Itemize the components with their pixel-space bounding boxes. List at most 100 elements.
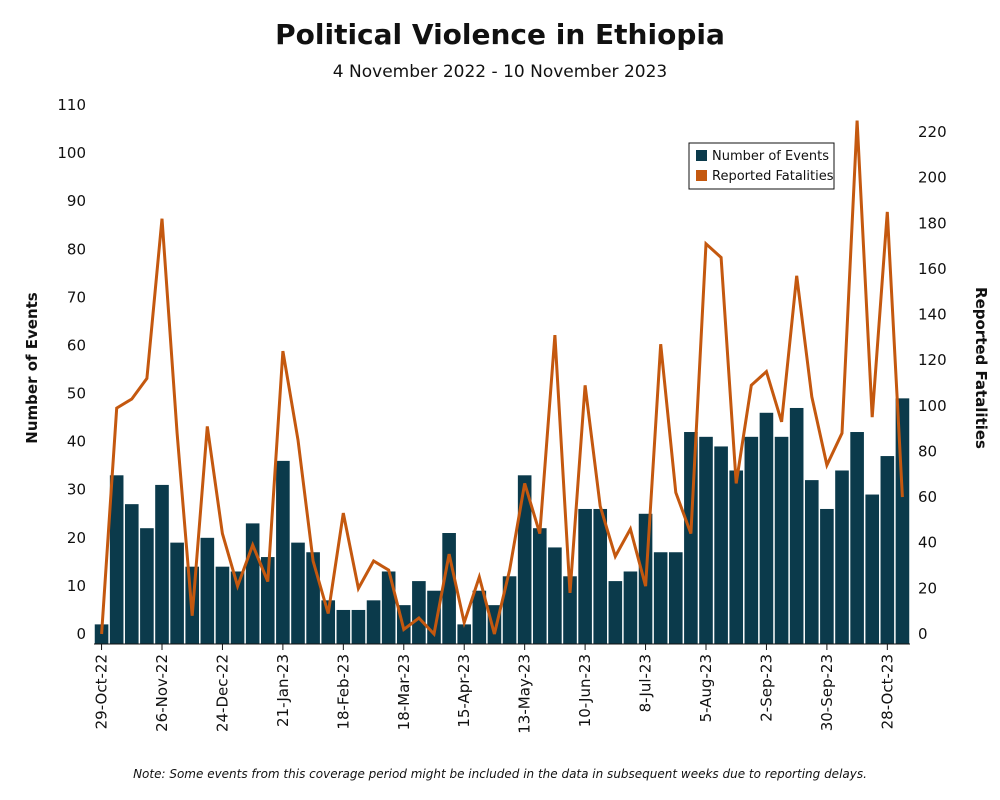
events-bar (820, 508, 834, 644)
y-right-axis-title: Reported Fatalities (972, 287, 990, 449)
events-bar (789, 407, 804, 644)
events-bar (774, 436, 789, 644)
events-bar (759, 412, 774, 644)
legend-swatch-fatalities (696, 170, 707, 181)
y-left-tick-label: 50 (67, 385, 86, 403)
chart-subtitle: 4 November 2022 - 10 November 2023 (332, 62, 668, 82)
y-left-tick-label: 60 (67, 336, 86, 354)
fatalities-line-layer (100, 120, 904, 638)
legend-box (688, 142, 835, 190)
y-right-tick-label: 20 (918, 579, 937, 597)
x-tick-label: 30-Sep-23 (818, 654, 836, 731)
events-bar (593, 508, 608, 644)
x-tick-label: 5-Aug-23 (697, 654, 715, 722)
events-bar (502, 576, 517, 644)
events-bar (321, 600, 336, 644)
x-tick-label: 28-Oct-23 (878, 654, 896, 729)
events-bar (457, 624, 472, 644)
x-tick-label: 18-Mar-23 (395, 654, 413, 730)
events-bar (472, 590, 487, 644)
events-bar (804, 480, 819, 644)
y-right-tick-label: 60 (918, 488, 937, 506)
events-bar (729, 470, 744, 644)
chart-title: Political Violence in Ethiopia (275, 18, 725, 51)
y-left-tick-label: 10 (67, 577, 86, 595)
events-bar (835, 470, 849, 644)
events-bar (155, 484, 169, 644)
y-left-tick-label: 80 (67, 240, 86, 258)
y-left-tick-label: 110 (57, 96, 86, 114)
events-bar (668, 552, 683, 644)
x-tick-label: 15-Apr-23 (455, 654, 473, 728)
legend-label-fatalities: Reported Fatalities (712, 169, 834, 184)
events-bar (351, 609, 366, 644)
x-tick-label: 26-Nov-22 (153, 654, 171, 732)
events-bar (653, 552, 668, 644)
x-tick-label: 8-Jul-23 (637, 654, 655, 712)
y-right-tick-label: 0 (918, 625, 928, 643)
x-tick-label: 18-Feb-23 (334, 654, 352, 730)
events-bar (230, 571, 245, 644)
events-bar (442, 533, 456, 644)
y-left-tick-label: 0 (76, 625, 86, 643)
events-bar (578, 508, 592, 644)
events-bar (366, 600, 381, 644)
y-right-tick-label: 40 (918, 534, 937, 552)
events-bar (850, 432, 864, 644)
x-tick-label: 29-Oct-22 (93, 654, 111, 729)
events-bar (699, 436, 713, 644)
events-bar (548, 547, 562, 644)
chart-legend: Number of Events Reported Fatalities (688, 142, 835, 190)
y-right-tick-label: 120 (918, 351, 947, 369)
events-bar (412, 581, 426, 644)
y-right-tick-label: 200 (918, 169, 947, 187)
events-bar (623, 571, 638, 644)
y-left-tick-label: 40 (67, 433, 86, 451)
events-bar (532, 528, 547, 644)
events-bar (608, 581, 623, 644)
events-bar (714, 446, 728, 644)
events-bar (880, 456, 895, 644)
events-bar (94, 624, 109, 644)
y-left-tick-label: 90 (67, 192, 86, 210)
y-left-tick-label: 30 (67, 481, 86, 499)
events-bar (381, 571, 396, 644)
y-right-tick-label: 80 (918, 442, 937, 460)
events-bar (109, 475, 124, 644)
y-left-axis-title: Number of Events (23, 292, 41, 443)
y-right-axis-ticks: 0 20 40 60 80 100 120 140 160 180 200 220 (918, 123, 947, 643)
y-left-axis-ticks: 0 10 20 30 40 50 60 70 80 90 100 110 (57, 96, 86, 643)
chart-note: Note: Some events from this coverage per… (133, 767, 867, 781)
events-bar (744, 436, 759, 644)
events-bar (140, 528, 154, 644)
fatalities-line (100, 120, 904, 638)
y-right-tick-label: 160 (918, 260, 947, 278)
events-bar (291, 542, 305, 644)
events-bar (517, 475, 532, 644)
events-bar (200, 537, 215, 644)
events-bar (276, 460, 290, 644)
x-tick-label: 10-Jun-23 (576, 654, 594, 727)
y-right-tick-label: 100 (918, 397, 947, 415)
events-bars (94, 398, 910, 644)
events-bar (865, 494, 880, 644)
y-left-tick-label: 100 (57, 144, 86, 162)
y-right-tick-label: 220 (918, 123, 947, 141)
events-bar (170, 542, 184, 644)
events-bar (260, 557, 275, 644)
legend-label-events: Number of Events (712, 149, 829, 164)
legend-swatch-events (696, 150, 707, 161)
events-bar (336, 609, 351, 644)
x-axis-ticks: 29-Oct-22 26-Nov-22 24-Dec-22 21-Jan-23 18-F… (93, 644, 896, 734)
x-tick-label: 13-May-23 (516, 654, 534, 734)
events-bar (124, 504, 139, 644)
x-tick-label: 2-Sep-23 (757, 654, 775, 722)
events-bar (215, 566, 230, 644)
y-left-tick-label: 20 (67, 529, 86, 547)
x-tick-label: 21-Jan-23 (274, 654, 292, 727)
events-bar (563, 576, 577, 644)
y-right-tick-label: 180 (918, 214, 947, 232)
y-right-tick-label: 140 (918, 306, 947, 324)
